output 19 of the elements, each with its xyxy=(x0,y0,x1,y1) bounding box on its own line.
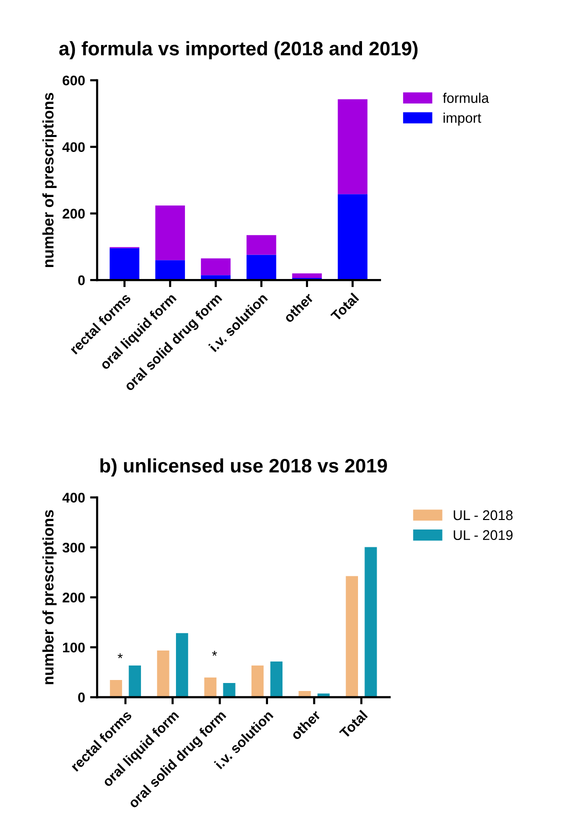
y-tick-label: 600 xyxy=(62,76,85,86)
legend-label: formula xyxy=(442,92,490,103)
y-tick-label: 400 xyxy=(62,492,85,503)
chart-title: a) formula vs imported (2018 and 2019) xyxy=(59,41,418,60)
y-tick-label: 0 xyxy=(78,692,85,702)
legend-label: import xyxy=(444,112,482,126)
y-axis-title: number of prescriptions xyxy=(42,92,57,268)
y-tick-label: 0 xyxy=(78,275,85,286)
y-tick-label: 200 xyxy=(62,592,85,602)
y-tick-label: 200 xyxy=(62,208,85,219)
chart-title: b) unlicensed use 2018 vs 2019 xyxy=(100,458,387,476)
y-tick-label: 100 xyxy=(63,642,85,652)
legend-label: UL - 2019 xyxy=(454,530,513,540)
y-tick-label: 400 xyxy=(62,142,85,152)
y-axis-title: number of prescriptions xyxy=(42,510,57,684)
y-tick-label: 300 xyxy=(62,542,85,553)
annotation: * xyxy=(118,653,123,658)
legend-label: UL - 2018 xyxy=(454,510,513,520)
annotation: * xyxy=(212,650,218,656)
